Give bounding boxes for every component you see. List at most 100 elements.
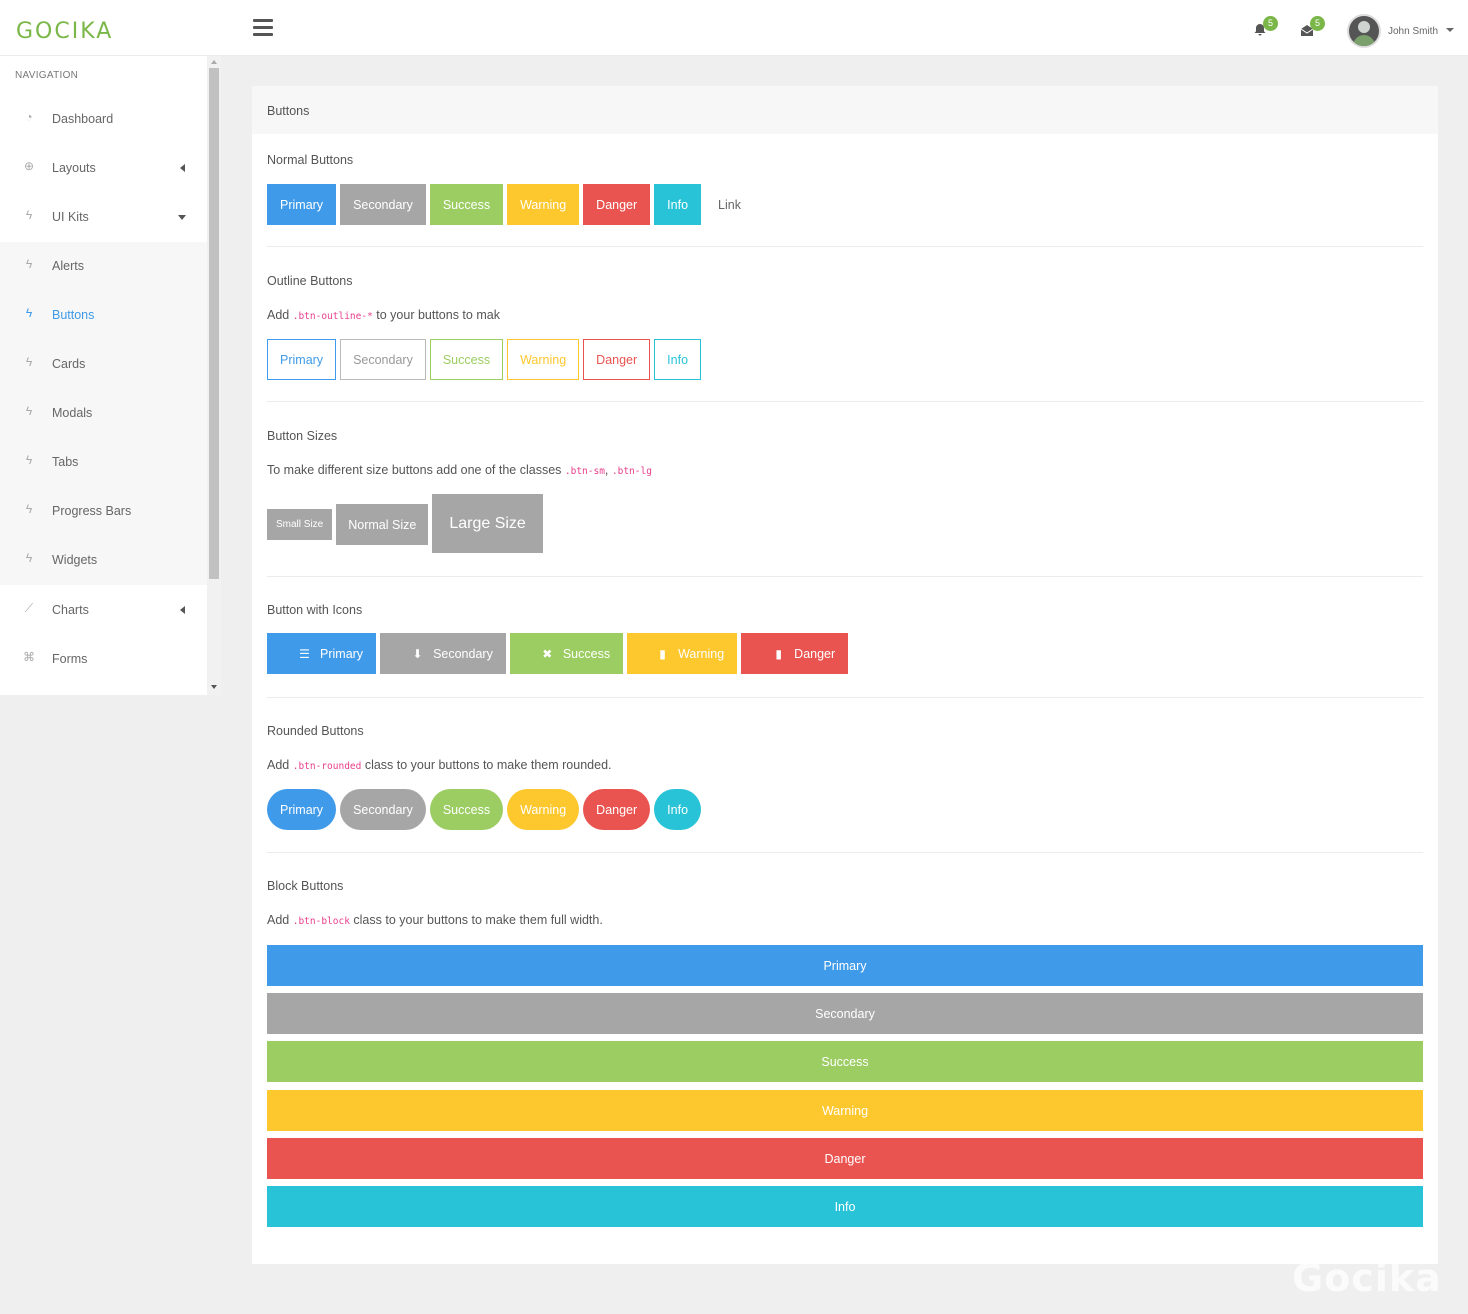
block-secondary-button[interactable]: Secondary [267, 993, 1423, 1034]
sidebar-item-widgets[interactable]: ϟ Widgets [0, 536, 207, 585]
danger-button[interactable]: Danger [583, 184, 651, 225]
bolt-icon: ϟ [25, 257, 33, 271]
section-divider [267, 401, 1423, 402]
sidebar-item-layouts[interactable]: ⊕ Layouts [0, 144, 207, 193]
icon-secondary-button[interactable]: ⬇ Secondary [380, 633, 506, 674]
sidebar-item-label: Progress Bars [52, 504, 132, 518]
scrollbar-thumb[interactable] [209, 68, 219, 579]
user-name[interactable]: John Smith [1388, 26, 1439, 37]
rounded-primary-button[interactable]: Primary [267, 789, 337, 830]
sidebar-item-label: Forms [52, 652, 88, 666]
sidebar-item-label: Tabs [52, 455, 79, 469]
warning-button[interactable]: Warning [507, 184, 580, 225]
bolt-icon: ϟ [25, 551, 33, 565]
rounded-warning-button[interactable]: Warning [507, 789, 580, 830]
desc-code: .btn-block [292, 916, 350, 927]
link-button[interactable]: Link [705, 184, 754, 225]
close-icon: ✖ [542, 646, 553, 661]
sidebar-scrollbar[interactable] [207, 56, 221, 695]
sidebar-item-label: Dashboard [52, 112, 114, 126]
button-label: Warning [678, 646, 725, 661]
icon-warning-button[interactable]: ▮ Warning [627, 633, 738, 674]
desc-text: To make different size buttons add one o… [267, 463, 565, 477]
sidebar: NAVIGATION ◔ Dashboard ⊕ Layouts ϟ UI Ki… [0, 56, 207, 695]
button-label: Primary [320, 646, 364, 661]
sidebar-item-charts[interactable]: ⟋ Charts [0, 586, 207, 635]
normal-buttons-title: Normal Buttons [267, 153, 354, 167]
card-header: Buttons [252, 86, 1438, 134]
block-primary-button[interactable]: Primary [267, 945, 1423, 986]
chart-line-icon: ⟋ [24, 601, 34, 615]
scroll-down-icon[interactable] [211, 685, 217, 689]
desc-text: Add [267, 308, 293, 322]
chevron-down-icon[interactable] [1446, 28, 1454, 32]
scroll-up-icon[interactable] [211, 60, 217, 64]
normal-size-button[interactable]: Normal Size [336, 504, 429, 545]
desc-text: class to your buttons to make them full … [349, 913, 603, 927]
brand-logo[interactable]: GOCIKA [16, 19, 114, 44]
rounded-secondary-button[interactable]: Secondary [340, 789, 426, 830]
success-button[interactable]: Success [429, 184, 504, 225]
icon-buttons-title: Button with Icons [267, 603, 363, 617]
user-avatar[interactable] [1347, 14, 1381, 48]
forms-icon: ⌘ [23, 650, 35, 664]
chevron-down-icon [178, 215, 186, 220]
outline-info-button[interactable]: Info [654, 339, 702, 380]
bolt-icon: ϟ [25, 502, 33, 516]
button-label: Secondary [433, 646, 493, 661]
sidebar-item-label: UI Kits [52, 210, 89, 224]
nav-title: NAVIGATION [15, 70, 79, 81]
outline-success-button[interactable]: Success [429, 339, 504, 380]
trash-icon: ▮ [775, 646, 782, 661]
bolt-icon: ϟ [25, 453, 33, 467]
primary-button[interactable]: Primary [267, 184, 337, 225]
section-divider [267, 852, 1423, 853]
outline-secondary-button[interactable]: Secondary [340, 339, 426, 380]
rounded-buttons-desc: Add .btn-rounded class to your buttons t… [267, 758, 612, 772]
button-label: Danger [794, 646, 836, 661]
sidebar-item-modals[interactable]: ϟ Modals [0, 389, 207, 438]
notifications-button[interactable]: 5 [1253, 16, 1278, 41]
bell-icon [1254, 24, 1266, 36]
sidebar-item-tabs[interactable]: ϟ Tabs [0, 438, 207, 487]
sidebar-item-dashboard[interactable]: ◔ Dashboard [0, 95, 207, 144]
button-sizes-title: Button Sizes [267, 429, 338, 443]
bolt-icon: ϟ [25, 355, 33, 369]
outline-danger-button[interactable]: Danger [583, 339, 651, 380]
large-size-button[interactable]: Large Size [432, 494, 543, 553]
sidebar-item-cards[interactable]: ϟ Cards [0, 340, 207, 389]
sidebar-item-buttons[interactable]: ϟ Buttons [0, 291, 207, 340]
block-danger-button[interactable]: Danger [267, 1138, 1423, 1179]
align-center-icon: ☰ [299, 646, 310, 661]
desc-text: , [604, 463, 612, 477]
section-divider [267, 576, 1423, 577]
sidebar-item-progress-bars[interactable]: ϟ Progress Bars [0, 487, 207, 536]
messages-button[interactable]: 5 [1300, 16, 1325, 41]
secondary-button[interactable]: Secondary [340, 184, 426, 225]
sidebar-item-label: Alerts [52, 259, 84, 273]
sidebar-item-ui-kits[interactable]: ϟ UI Kits [0, 193, 207, 242]
normal-buttons-row: Primary Secondary Success Warning Danger… [267, 184, 754, 225]
messages-badge: 5 [1310, 16, 1325, 31]
rounded-success-button[interactable]: Success [429, 789, 504, 830]
block-warning-button[interactable]: Warning [267, 1090, 1423, 1131]
button-label: Success [562, 646, 611, 661]
outline-warning-button[interactable]: Warning [507, 339, 580, 380]
block-info-button[interactable]: Info [267, 1186, 1423, 1227]
desc-text: Add [267, 913, 293, 927]
icon-danger-button[interactable]: ▮ Danger [741, 633, 849, 674]
menu-toggle-icon[interactable] [253, 19, 273, 37]
sidebar-item-alerts[interactable]: ϟ Alerts [0, 242, 207, 291]
sidebar-item-forms[interactable]: ⌘ Forms [0, 635, 207, 684]
bolt-icon: ϟ [25, 404, 33, 418]
icon-primary-button[interactable]: ☰ Primary [267, 633, 377, 674]
small-size-button[interactable]: Small Size [267, 509, 333, 540]
icon-success-button[interactable]: ✖ Success [509, 633, 624, 674]
rounded-info-button[interactable]: Info [654, 789, 702, 830]
block-success-button[interactable]: Success [267, 1041, 1423, 1082]
rounded-danger-button[interactable]: Danger [583, 789, 651, 830]
desc-text: Add [267, 758, 293, 772]
info-button[interactable]: Info [654, 184, 702, 225]
outline-primary-button[interactable]: Primary [267, 339, 337, 380]
envelope-open-icon [1300, 25, 1314, 36]
